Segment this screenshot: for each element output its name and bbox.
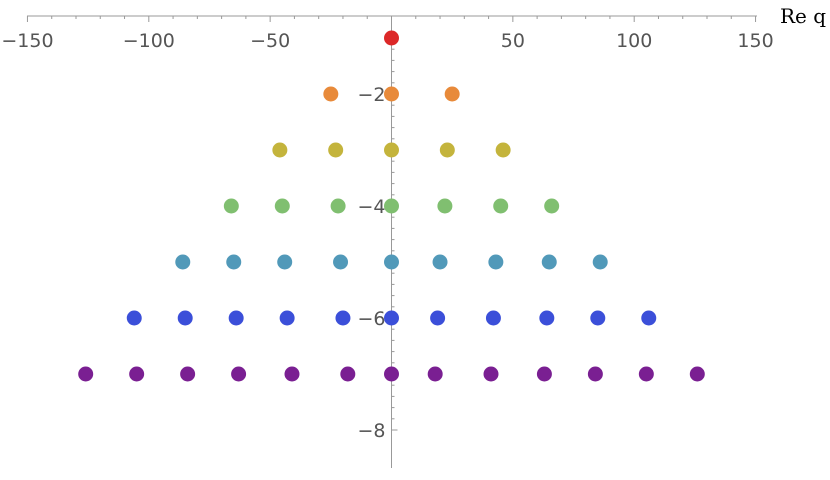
data-point	[340, 366, 356, 382]
data-point	[335, 310, 351, 326]
x-tick-label: −50	[250, 30, 290, 52]
data-point	[638, 366, 654, 382]
x-tick-label: 150	[737, 30, 773, 52]
data-point	[177, 310, 193, 326]
axes: −150 −100 −50 50 100 150 Re q −2 −4 −6 −8	[1, 4, 826, 468]
data-point	[228, 310, 244, 326]
data-point	[590, 310, 606, 326]
data-point	[384, 142, 399, 158]
y-tick-label: −4	[357, 196, 385, 218]
data-point	[483, 366, 499, 382]
data-point	[384, 366, 399, 382]
data-point	[272, 142, 288, 158]
data-point	[328, 142, 344, 158]
data-point	[231, 366, 247, 382]
x-tick-label: 50	[501, 30, 525, 52]
data-point	[180, 366, 196, 382]
x-tick-label: 100	[616, 30, 652, 52]
data-point	[495, 142, 511, 158]
data-point	[541, 254, 557, 270]
data-point	[427, 366, 443, 382]
x-tick-label: −100	[123, 30, 175, 52]
data-point	[539, 310, 555, 326]
data-point	[274, 198, 290, 214]
data-point	[175, 254, 191, 270]
y-tick-label: −2	[357, 84, 385, 106]
data-point	[437, 198, 453, 214]
data-point	[485, 310, 501, 326]
data-point	[330, 198, 346, 214]
x-tick-label: −150	[1, 30, 53, 52]
data-point	[384, 198, 399, 214]
data-point	[384, 310, 399, 326]
data-point	[129, 366, 145, 382]
data-point	[488, 254, 504, 270]
data-point	[323, 86, 339, 102]
data-point	[641, 310, 657, 326]
data-point	[444, 86, 460, 102]
data-point	[430, 310, 446, 326]
data-point	[126, 310, 142, 326]
data-point	[592, 254, 608, 270]
data-point	[279, 310, 295, 326]
data-point	[333, 254, 349, 270]
y-tick-label: −8	[357, 420, 385, 442]
data-point	[493, 198, 509, 214]
y-tick-label: −6	[357, 308, 385, 330]
x-axis-title: Re q	[780, 4, 826, 28]
data-point	[284, 366, 300, 382]
data-point	[384, 30, 399, 46]
data-points	[78, 30, 705, 382]
data-point	[223, 198, 239, 214]
data-point	[78, 366, 94, 382]
data-point	[226, 254, 242, 270]
data-point	[384, 254, 399, 270]
data-point	[536, 366, 552, 382]
data-point	[277, 254, 293, 270]
data-point	[587, 366, 603, 382]
data-point	[384, 86, 399, 102]
data-point	[544, 198, 560, 214]
data-point	[439, 142, 455, 158]
data-point	[432, 254, 448, 270]
data-point	[689, 366, 705, 382]
